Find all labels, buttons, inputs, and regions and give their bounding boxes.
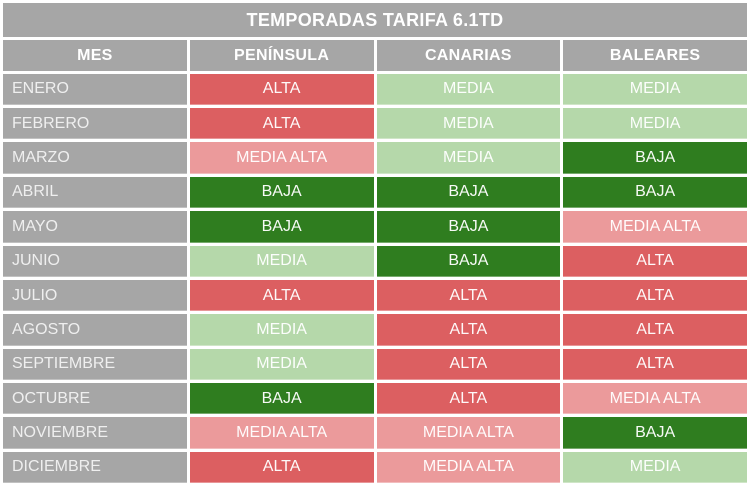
season-cell-baleares: MEDIA ALTA <box>563 211 747 243</box>
column-header-mes: MES <box>3 40 187 71</box>
month-cell: OCTUBRE <box>3 382 187 415</box>
season-cell-baleares: MEDIA <box>563 73 747 106</box>
season-cell-baleares: ALTA <box>563 348 747 380</box>
season-cell-baleares: ALTA <box>563 314 747 346</box>
month-cell: ABRIL <box>3 176 187 209</box>
table-row-mayo: MAYO BAJA BAJA MEDIA ALTA <box>3 211 747 243</box>
table-row-junio: JUNIO MEDIA BAJA ALTA <box>3 245 747 277</box>
table-row-agosto: AGOSTO MEDIA ALTA ALTA <box>3 314 747 346</box>
season-cell-baleares: ALTA <box>563 279 747 312</box>
header-row: MES PENÍNSULA CANARIAS BALEARES <box>3 40 747 71</box>
season-cell-canarias: ALTA <box>376 314 561 346</box>
season-cell-canarias: MEDIA ALTA <box>376 451 561 483</box>
month-cell: MAYO <box>3 211 187 243</box>
season-cell-peninsula: MEDIA <box>189 314 374 346</box>
column-header-canarias: CANARIAS <box>376 40 561 71</box>
season-cell-peninsula: MEDIA ALTA <box>189 142 374 174</box>
season-cell-canarias: MEDIA <box>376 73 561 106</box>
season-cell-baleares: MEDIA <box>563 451 747 483</box>
column-header-baleares: BALEARES <box>563 40 747 71</box>
table-row-octubre: OCTUBRE BAJA ALTA MEDIA ALTA <box>3 382 747 415</box>
season-cell-canarias: ALTA <box>376 279 561 312</box>
season-cell-peninsula: MEDIA <box>189 348 374 380</box>
table-row-enero: ENERO ALTA MEDIA MEDIA <box>3 73 747 106</box>
month-cell: SEPTIEMBRE <box>3 348 187 380</box>
column-header-peninsula: PENÍNSULA <box>189 40 374 71</box>
table-row-septiembre: SEPTIEMBRE MEDIA ALTA ALTA <box>3 348 747 380</box>
month-cell: ENERO <box>3 73 187 106</box>
month-cell: NOVIEMBRE <box>3 417 187 449</box>
season-cell-peninsula: ALTA <box>189 108 374 140</box>
table-row-febrero: FEBRERO ALTA MEDIA MEDIA <box>3 108 747 140</box>
month-cell: AGOSTO <box>3 314 187 346</box>
season-cell-canarias: MEDIA <box>376 142 561 174</box>
season-cell-peninsula: BAJA <box>189 382 374 415</box>
season-cell-canarias: ALTA <box>376 382 561 415</box>
season-cell-baleares: MEDIA ALTA <box>563 382 747 415</box>
season-cell-peninsula: ALTA <box>189 279 374 312</box>
season-cell-peninsula: ALTA <box>189 73 374 106</box>
season-cell-canarias: MEDIA ALTA <box>376 417 561 449</box>
season-cell-baleares: BAJA <box>563 417 747 449</box>
season-cell-peninsula: MEDIA <box>189 245 374 277</box>
season-cell-canarias: BAJA <box>376 211 561 243</box>
season-cell-baleares: BAJA <box>563 142 747 174</box>
month-cell: FEBRERO <box>3 108 187 140</box>
month-cell: JULIO <box>3 279 187 312</box>
season-cell-peninsula: BAJA <box>189 211 374 243</box>
table-row-diciembre: DICIEMBRE ALTA MEDIA ALTA MEDIA <box>3 451 747 483</box>
season-cell-peninsula: BAJA <box>189 176 374 209</box>
table-row-marzo: MARZO MEDIA ALTA MEDIA BAJA <box>3 142 747 174</box>
season-cell-peninsula: ALTA <box>189 451 374 483</box>
season-cell-baleares: MEDIA <box>563 108 747 140</box>
month-cell: DICIEMBRE <box>3 451 187 483</box>
season-cell-baleares: BAJA <box>563 176 747 209</box>
season-cell-baleares: ALTA <box>563 245 747 277</box>
table-row-julio: JULIO ALTA ALTA ALTA <box>3 279 747 312</box>
table-row-abril: ABRIL BAJA BAJA BAJA <box>3 176 747 209</box>
season-cell-canarias: MEDIA <box>376 108 561 140</box>
table-title: TEMPORADAS TARIFA 6.1TD <box>3 3 747 38</box>
table-row-noviembre: NOVIEMBRE MEDIA ALTA MEDIA ALTA BAJA <box>3 417 747 449</box>
season-cell-canarias: ALTA <box>376 348 561 380</box>
month-cell: JUNIO <box>3 245 187 277</box>
title-row: TEMPORADAS TARIFA 6.1TD <box>3 3 747 38</box>
season-cell-canarias: BAJA <box>376 245 561 277</box>
month-cell: MARZO <box>3 142 187 174</box>
season-cell-peninsula: MEDIA ALTA <box>189 417 374 449</box>
season-cell-canarias: BAJA <box>376 176 561 209</box>
